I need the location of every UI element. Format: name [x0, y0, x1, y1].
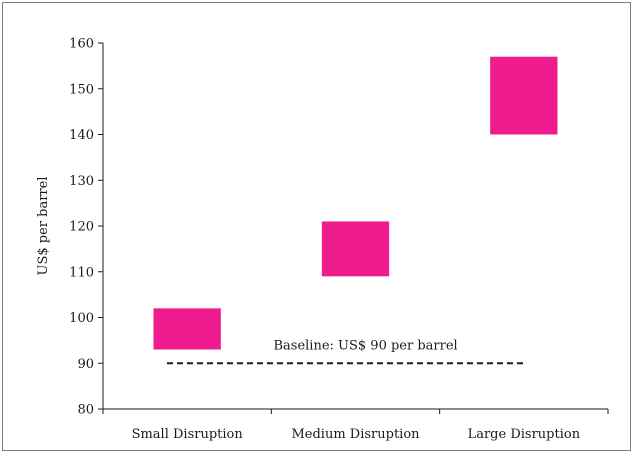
- y-tick-label: 130: [69, 174, 94, 189]
- axes: 80 90 100 110 120 130 140 150 160 Small Disruptio…: [69, 37, 609, 442]
- bars: [153, 56, 558, 350]
- y-tick-label: 80: [77, 403, 94, 418]
- y-tick-label: 100: [69, 311, 94, 326]
- y-tick-label: 120: [69, 220, 94, 235]
- y-tick-label: 110: [69, 265, 94, 280]
- baseline-group: Baseline: US$ 90 per barrel: [166, 338, 524, 365]
- range-bar: [490, 56, 558, 135]
- baseline-label: Baseline: US$ 90 per barrel: [273, 338, 457, 353]
- y-tick-label: 150: [69, 82, 94, 97]
- range-bar: [153, 308, 221, 350]
- x-category-label: Large Disruption: [468, 427, 581, 442]
- range-bar: [321, 221, 390, 277]
- y-tick-label: 160: [69, 37, 94, 52]
- x-category-label: Medium Disruption: [291, 427, 420, 442]
- y-tick-label: 90: [77, 357, 94, 372]
- x-category-label: Small Disruption: [132, 427, 244, 442]
- y-axis-title: US$ per barrel: [36, 177, 51, 276]
- y-tick-label: 140: [69, 128, 94, 143]
